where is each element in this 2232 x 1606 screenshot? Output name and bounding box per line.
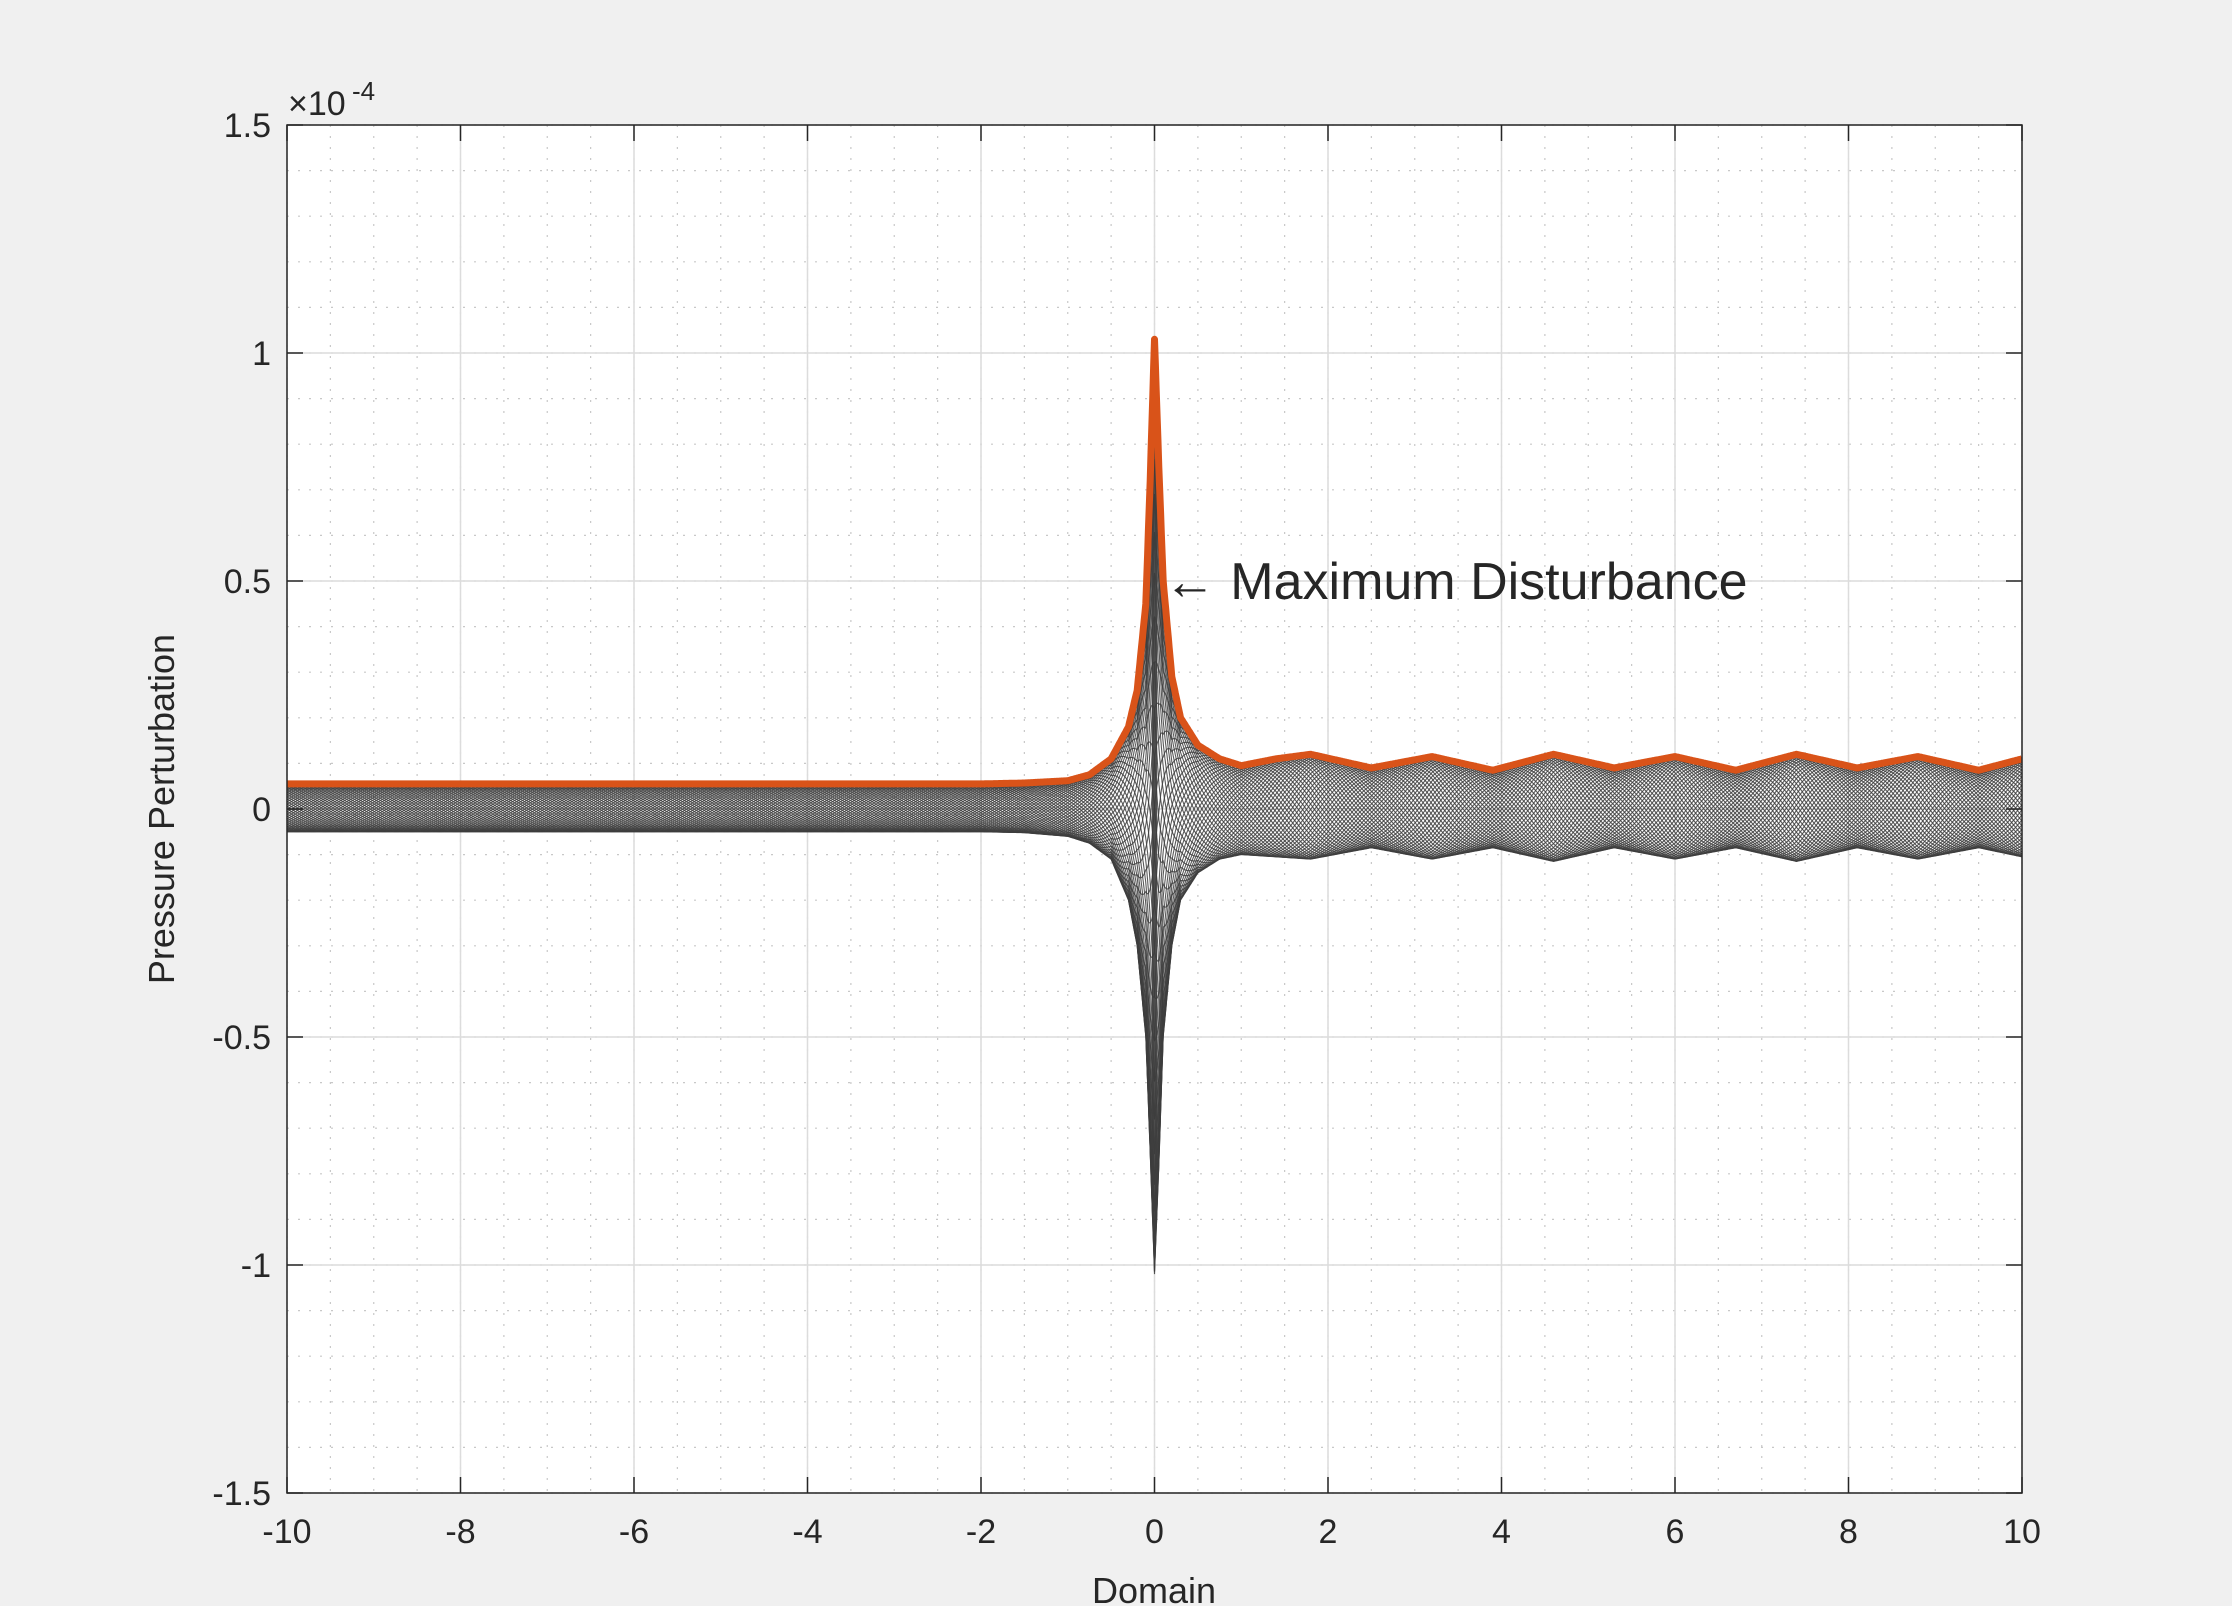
y-tick-label: 0.5 xyxy=(224,563,271,601)
x-tick-label: -2 xyxy=(966,1513,996,1551)
maximum-disturbance-annotation: ← Maximum Disturbance xyxy=(1164,553,1748,611)
x-tick-label: -4 xyxy=(792,1513,822,1551)
x-tick-labels: -10 -8 -6 -4 -2 0 2 4 6 8 10 xyxy=(262,1513,2040,1551)
x-tick-label: 0 xyxy=(1145,1513,1164,1551)
x-tick-label: -6 xyxy=(619,1513,649,1551)
y-tick-label: -1.5 xyxy=(212,1475,271,1513)
x-tick-label: 6 xyxy=(1666,1513,1685,1551)
y-exponent-power: -4 xyxy=(352,76,375,106)
y-tick-label: 0 xyxy=(252,791,271,829)
axis-ticks xyxy=(286,124,2023,1494)
y-exponent-base: ×10 xyxy=(288,85,346,123)
x-tick-label: 2 xyxy=(1319,1513,1338,1551)
y-exponent-label: ×10 -4 xyxy=(288,76,375,123)
y-tick-label: -1 xyxy=(241,1247,271,1285)
x-tick-label: -10 xyxy=(262,1513,311,1551)
x-tick-label: 8 xyxy=(1839,1513,1858,1551)
y-tick-label: 1.5 xyxy=(224,107,271,145)
maximum-disturbance-envelope xyxy=(287,335,2022,788)
x-axis-label: Domain xyxy=(1092,1570,1216,1606)
y-tick-labels: -1.5 -1 -0.5 0 0.5 1 1.5 xyxy=(212,107,271,1513)
x-tick-label: -8 xyxy=(445,1513,475,1551)
perturbation-core xyxy=(1151,433,1158,1275)
x-tick-label: 4 xyxy=(1492,1513,1511,1551)
y-axis-label: Pressure Perturbation xyxy=(141,634,182,984)
x-tick-label: 10 xyxy=(2003,1513,2041,1551)
y-tick-label: 1 xyxy=(252,335,271,373)
y-tick-label: -0.5 xyxy=(212,1019,271,1057)
max-envelope-line xyxy=(287,335,2022,788)
